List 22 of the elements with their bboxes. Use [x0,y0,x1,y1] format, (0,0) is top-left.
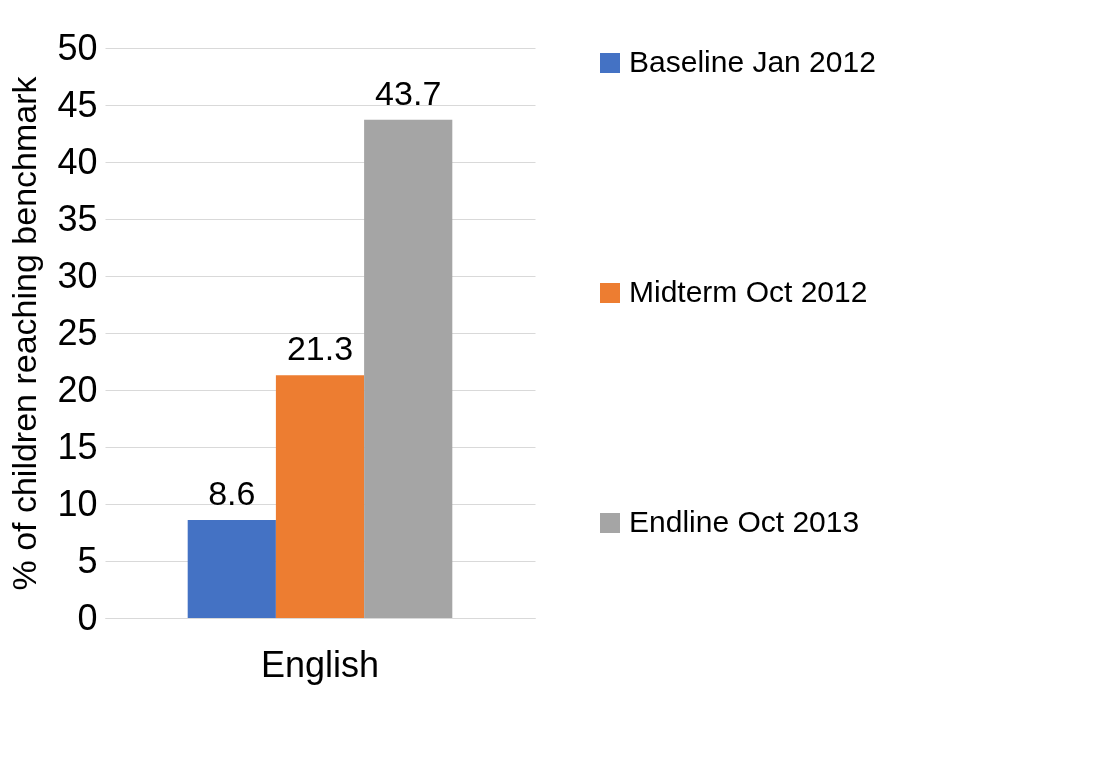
y-tick-label: 35 [57,197,98,239]
y-tick-label: 50 [57,26,98,68]
y-tick-label: 25 [57,311,98,353]
data-label: 43.7 [375,73,442,112]
y-axis-title: % of children reaching benchmark [5,75,44,591]
y-tick-label: 15 [57,425,98,467]
bar [364,119,453,618]
bar [275,375,365,618]
data-label: 8.6 [208,473,256,512]
x-tick-label: English [260,643,380,685]
y-tick-label: 5 [77,539,98,581]
y-tick-label: 10 [57,482,98,524]
y-tick-label: 20 [57,368,98,410]
bar [187,519,276,618]
data-label: 21.3 [286,329,354,368]
legend-label: Endline Oct 2013 [629,505,860,538]
y-tick-label: 40 [57,140,98,182]
y-tick-label: 45 [57,83,98,125]
legend-label: Baseline Jan 2012 [629,45,876,78]
y-tick-label: 30 [57,254,98,296]
y-tick-label: 0 [77,596,98,638]
legend-label: Midterm Oct 2012 [629,275,868,308]
